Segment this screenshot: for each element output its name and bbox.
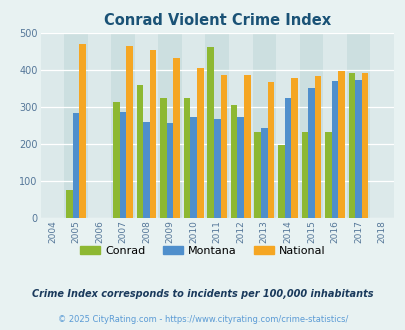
- Bar: [361, 73, 367, 218]
- Bar: [307, 88, 314, 218]
- Title: Conrad Violent Crime Index: Conrad Violent Crime Index: [103, 13, 330, 28]
- Text: © 2025 CityRating.com - https://www.cityrating.com/crime-statistics/: © 2025 CityRating.com - https://www.city…: [58, 315, 347, 324]
- Bar: [260, 128, 267, 218]
- Text: Crime Index corresponds to incidents per 100,000 inhabitants: Crime Index corresponds to incidents per…: [32, 289, 373, 299]
- Bar: [220, 75, 226, 218]
- Bar: [337, 71, 344, 218]
- Bar: [237, 116, 243, 218]
- Bar: [346, 33, 369, 218]
- Bar: [213, 119, 220, 218]
- Bar: [275, 33, 299, 218]
- Bar: [331, 82, 337, 218]
- Bar: [160, 98, 166, 218]
- Bar: [324, 132, 331, 218]
- Bar: [113, 103, 119, 218]
- Bar: [196, 68, 203, 218]
- Bar: [183, 98, 190, 218]
- Bar: [136, 85, 143, 218]
- Bar: [72, 113, 79, 218]
- Bar: [87, 33, 111, 218]
- Bar: [252, 33, 275, 218]
- Bar: [354, 80, 361, 218]
- Bar: [254, 132, 260, 218]
- Bar: [205, 33, 228, 218]
- Bar: [166, 123, 173, 218]
- Bar: [301, 132, 307, 218]
- Bar: [284, 98, 290, 218]
- Bar: [190, 117, 196, 218]
- Bar: [149, 50, 156, 218]
- Bar: [207, 47, 213, 218]
- Bar: [228, 33, 252, 218]
- Bar: [299, 33, 322, 218]
- Bar: [314, 76, 320, 218]
- Bar: [64, 33, 87, 218]
- Bar: [111, 33, 134, 218]
- Bar: [230, 105, 237, 218]
- Bar: [290, 79, 297, 218]
- Legend: Conrad, Montana, National: Conrad, Montana, National: [76, 241, 329, 260]
- Bar: [243, 75, 250, 218]
- Bar: [79, 45, 85, 218]
- Bar: [126, 46, 132, 218]
- Bar: [277, 145, 284, 218]
- Bar: [158, 33, 181, 218]
- Bar: [66, 190, 72, 218]
- Bar: [143, 122, 149, 218]
- Bar: [348, 73, 354, 218]
- Bar: [119, 112, 126, 218]
- Bar: [267, 82, 273, 218]
- Bar: [40, 33, 64, 218]
- Bar: [369, 33, 393, 218]
- Bar: [181, 33, 205, 218]
- Bar: [134, 33, 158, 218]
- Bar: [322, 33, 346, 218]
- Bar: [173, 58, 179, 218]
